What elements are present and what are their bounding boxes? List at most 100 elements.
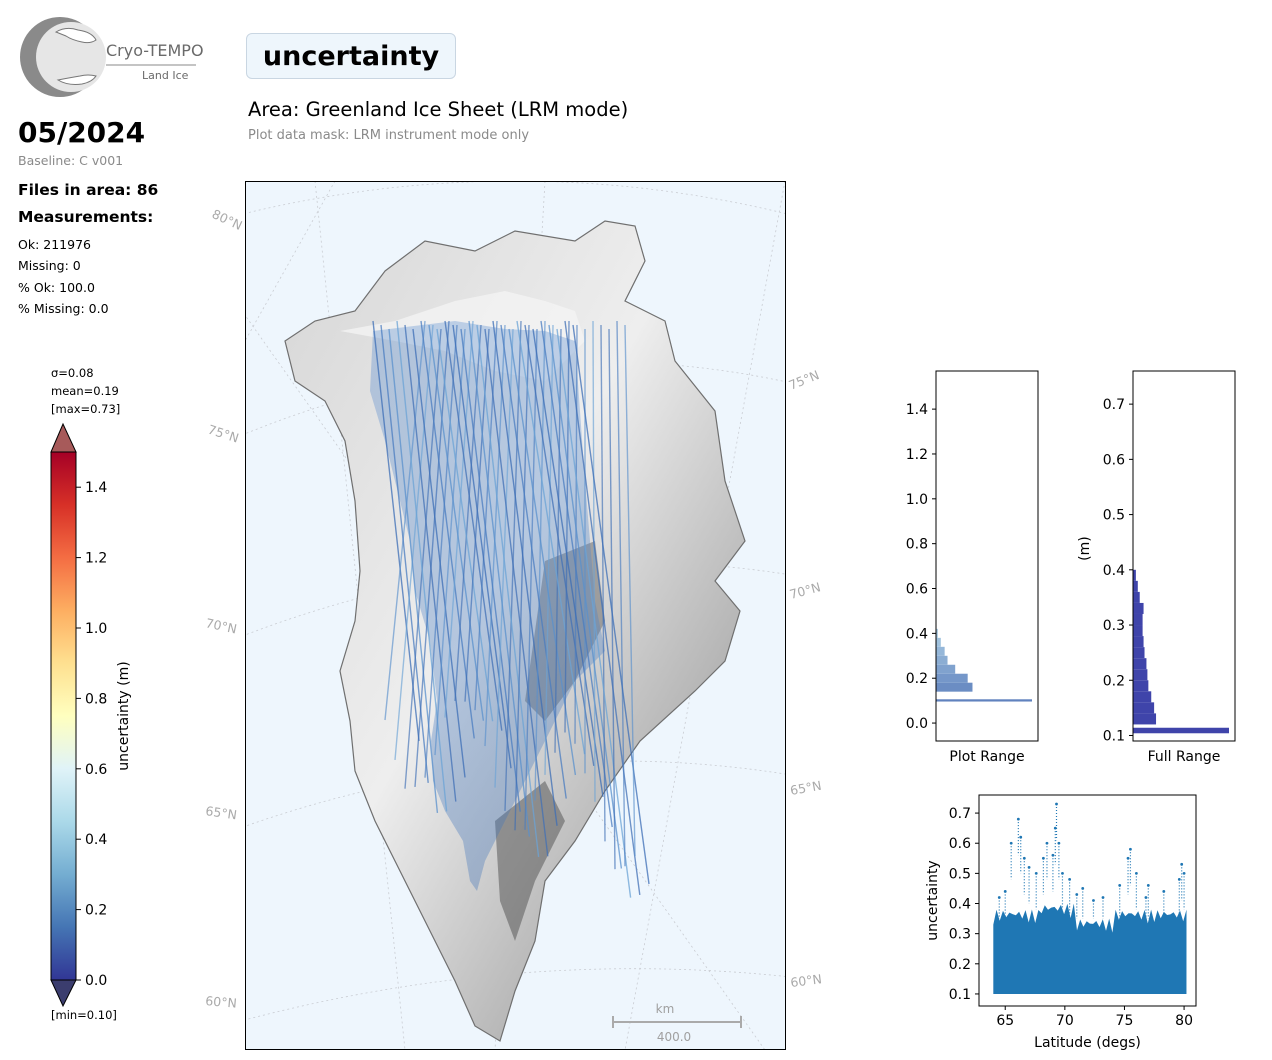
ground-track [548, 324, 623, 869]
scatter-point [1045, 841, 1049, 845]
ground-track [388, 328, 439, 813]
lat-label-75n-left: 75°N [206, 422, 241, 446]
greenland-map: km 400.0 [245, 181, 786, 1050]
histogram-x-label: Full Range [1148, 749, 1221, 765]
ground-track [508, 328, 577, 776]
ground-track [412, 328, 466, 778]
scatter-y-tick-label: 0.5 [949, 866, 971, 882]
ground-track [428, 324, 485, 721]
ground-track [484, 328, 549, 857]
histogram-bar [1133, 580, 1138, 592]
ground-track [524, 324, 595, 766]
histogram-bar [1133, 727, 1229, 734]
area-title: Area: Greenland Ice Sheet (LRM mode) [248, 98, 629, 121]
lat-label-60n-left: 60°N [205, 993, 238, 1011]
histogram-plot-range: 0.0 0.2 0.4 0.6 0.8 1.0 1.2 1.4 Plot Range [906, 370, 1039, 765]
ground-track [414, 320, 450, 787]
scale-bar-unit: km [656, 1002, 675, 1016]
scale-bar-value: 400.0 [657, 1030, 691, 1044]
histogram-y-tick-label: 0.3 [1103, 618, 1125, 634]
histogram-y-tick-label: 0.2 [906, 671, 928, 687]
histogram-bar [936, 682, 973, 692]
scatter-y-tick-label: 0.6 [949, 836, 971, 852]
lat-label-75n-right: 75°N [787, 367, 822, 393]
files-count: Files in area: 86 [18, 181, 159, 199]
scatter-point [1068, 878, 1072, 881]
ground-track [434, 328, 466, 756]
scatter-point [1081, 887, 1085, 890]
ground-track [514, 324, 530, 831]
colorbar-tick-label: 0.2 [85, 903, 107, 919]
scatter-x-tick-label: 75 [1116, 1013, 1134, 1029]
colorbar-tick-label: 1.2 [85, 551, 107, 567]
colorbar-min: [min=0.10] [51, 1008, 117, 1022]
lat-label-70n-left: 70°N [204, 615, 238, 636]
histogram-bar [936, 664, 956, 674]
ground-track [516, 320, 586, 755]
histogram-y-tick-label: 0.6 [906, 582, 928, 598]
stat-missing: Missing: 0 [18, 258, 81, 273]
ground-track [394, 324, 434, 761]
histogram-y-tick-label: 0.8 [906, 537, 928, 553]
stat-ok: Ok: 211976 [18, 237, 91, 252]
scatter-y-tick-label: 0.1 [949, 987, 971, 1003]
ground-track [484, 324, 506, 747]
latitude-labels: 80°N 75°N 70°N 65°N 60°N 75°N 70°N 65°N … [204, 206, 823, 1011]
colorbar-tick-label: 0.4 [85, 832, 107, 848]
ground-track [532, 328, 604, 797]
histogram-bar [1133, 647, 1145, 659]
scatter-point [1118, 884, 1122, 887]
histogram-frame [935, 370, 1039, 742]
ground-track [600, 324, 606, 842]
scatter-point [1177, 878, 1181, 881]
lat-label-60n-right: 60°N [790, 971, 823, 990]
histogram-bar [1133, 691, 1152, 703]
ground-track [616, 320, 626, 867]
scatter-y-tick-label: 0.4 [949, 897, 971, 913]
stat-pct-missing: % Missing: 0.0 [18, 301, 109, 316]
colorbar-mean: mean=0.19 [51, 384, 119, 398]
scale-bar [612, 1016, 742, 1028]
ground-track [404, 328, 442, 789]
histogram-full-range: 0.1 0.2 0.3 0.4 0.5 0.6 0.7 Full Range (m) [1077, 370, 1236, 765]
scatter-x-label: Latitude (degs) [1034, 1035, 1141, 1051]
logo-name: Cryo-TEMPO [106, 41, 204, 60]
colorbar: 0.0 0.2 0.4 0.6 0.8 1.0 1.2 1.4 uncertainty (m) [50, 422, 132, 1008]
latitude-scatter: 65 70 75 80 0.1 0.2 0.3 0.4 0.5 0.6 0.7 Latitude (d… [925, 794, 1197, 1051]
parameter-title: uncertainty [246, 33, 456, 79]
histogram-bar [936, 673, 968, 683]
histogram-bar [1133, 591, 1140, 603]
histogram-bar [936, 655, 948, 665]
ground-track [468, 320, 531, 837]
histogram-bar [936, 699, 1032, 702]
histogram-y-tick-label: 0.4 [1103, 563, 1125, 579]
ground-track [592, 320, 596, 802]
colorbar-tick-label: 0.0 [85, 973, 107, 989]
histogram-y-tick-label: 0.5 [1103, 508, 1125, 524]
scatter-point [1146, 884, 1150, 887]
colorbar-over-extension [50, 422, 77, 453]
ground-track [492, 320, 558, 826]
histogram-bar [1133, 658, 1147, 670]
measurements-heading: Measurements: [18, 208, 154, 226]
colorbar-under-extension [50, 979, 77, 1008]
ground-track [540, 320, 613, 828]
histogram-bar [1133, 636, 1144, 648]
histogram-y-tick-label: 0.7 [1103, 397, 1125, 413]
histogram-frame [1132, 370, 1236, 742]
scatter-point [1057, 841, 1061, 845]
ground-track [372, 320, 420, 742]
ground-track [624, 324, 636, 857]
histogram-bar [1133, 569, 1136, 581]
histogram-y-label: (m) [1077, 536, 1093, 561]
stat-pct-ok: % Ok: 100.0 [18, 280, 95, 295]
colorbar-tick-label: 0.6 [85, 762, 107, 778]
histogram-y-tick-label: 0.1 [1103, 728, 1125, 744]
ground-track [564, 320, 570, 733]
histogram-bar [1133, 625, 1143, 637]
histogram-bar [1133, 613, 1143, 626]
ground-track [556, 328, 632, 898]
histogram-y-tick-label: 0.6 [1103, 452, 1125, 468]
histogram-bar [1133, 602, 1144, 614]
scatter-point [1055, 802, 1058, 806]
